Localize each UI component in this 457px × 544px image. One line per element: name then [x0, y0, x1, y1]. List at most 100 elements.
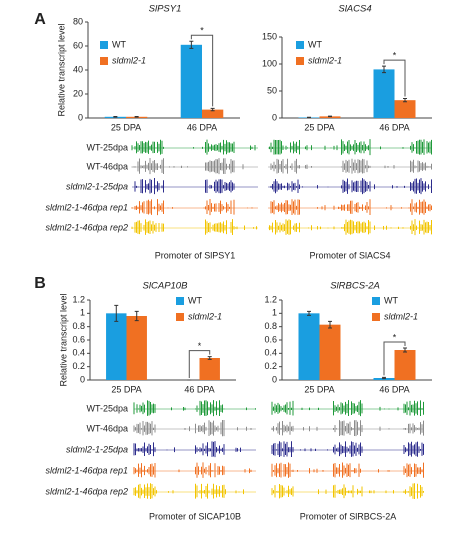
track-signal [271, 441, 424, 458]
significance-bracket [383, 59, 406, 97]
legend-swatch [372, 297, 380, 305]
track-label: WT-46dpa [86, 161, 128, 171]
chart-title: SlPSY1 [149, 4, 182, 15]
legend-label: WT [188, 295, 202, 305]
legend-label: sldml2-1 [188, 311, 222, 321]
y-tick-label: 0 [272, 374, 277, 384]
track-signal [271, 483, 424, 499]
y-tick-label: 0.2 [264, 361, 277, 371]
error-bar [207, 356, 212, 360]
y-tick-label: 0 [78, 112, 83, 122]
x-tick-label: 25 DPA [111, 384, 141, 394]
x-tick-label: 25 DPA [304, 122, 334, 132]
legend-label: sldml2-1 [384, 311, 418, 321]
error-bar [403, 347, 407, 353]
track-signal [269, 219, 432, 236]
track-signal [270, 178, 432, 195]
y-tick-label: 0.4 [264, 348, 277, 358]
legend-swatch [100, 57, 108, 65]
track-signal [131, 199, 253, 216]
significance-bracket [190, 34, 214, 107]
error-bar [134, 115, 139, 118]
x-tick-label: 46 DPA [184, 384, 214, 394]
x-tick-label: 25 DPA [111, 122, 141, 132]
significance-label: * [198, 341, 202, 351]
error-bar [307, 116, 311, 119]
track-label: WT-25dpa [86, 142, 128, 152]
legend-label: sldml2-1 [112, 55, 146, 65]
bar [199, 358, 220, 380]
bar [373, 69, 395, 118]
track-signal [134, 178, 235, 195]
track-label: sldml2-1-25dpa [66, 181, 128, 191]
significance-bracket [188, 350, 211, 378]
bar [126, 316, 147, 380]
y-tick-label: 0.8 [72, 321, 85, 331]
track-signal [133, 441, 241, 458]
error-bar [382, 65, 386, 74]
error-bar [114, 304, 119, 322]
chart-title: SlRBCS-2A [330, 281, 380, 292]
legend-swatch [176, 313, 184, 321]
error-bar [210, 107, 215, 112]
y-tick-label: 0.6 [264, 334, 277, 344]
y-tick-label: 1 [80, 308, 85, 318]
legend-swatch [372, 313, 380, 321]
bar [202, 109, 224, 118]
y-tick-label: 0.6 [72, 334, 85, 344]
y-tick-label: 50 [267, 85, 277, 95]
track-signal [271, 462, 424, 478]
track-signal [133, 400, 256, 417]
legend-swatch [296, 57, 304, 65]
legend-label: WT [112, 39, 126, 49]
chart-title: SlACS4 [338, 4, 371, 15]
error-bar [328, 115, 332, 118]
track-label: sldml2-1-46dpa rep2 [45, 222, 128, 232]
track-label: sldml2-1-46dpa rep1 [45, 465, 128, 475]
panel-label: B [34, 275, 46, 292]
track-label: sldml2-1-46dpa rep1 [45, 202, 128, 212]
legend-label: sldml2-1 [308, 55, 342, 65]
x-tick-label: 25 DPA [304, 384, 334, 394]
significance-label: * [393, 332, 397, 342]
bar [298, 313, 320, 380]
significance-label: * [393, 51, 397, 61]
y-tick-label: 1.2 [72, 294, 85, 304]
significance-label: * [200, 26, 204, 36]
track-caption: Promoter of SlCAP10B [149, 511, 241, 521]
y-axis-label: Relative transcript level [58, 293, 68, 386]
track-label: WT-46dpa [86, 423, 128, 433]
error-bar [307, 310, 311, 316]
track-caption: Promoter of SlRBCS-2A [300, 511, 397, 521]
x-tick-label: 46 DPA [379, 122, 409, 132]
y-tick-label: 0.8 [264, 321, 277, 331]
y-tick-label: 1.2 [264, 294, 277, 304]
panel-label: A [34, 11, 46, 28]
track-label: sldml2-1-25dpa [66, 444, 128, 454]
track-signal [270, 158, 432, 174]
bar [319, 324, 341, 380]
chart-title: SlCAP10B [143, 281, 189, 292]
track-signal [133, 420, 252, 437]
x-tick-label: 46 DPA [379, 384, 409, 394]
track-signal [131, 158, 244, 175]
significance-bracket [383, 341, 406, 376]
track-signal [269, 139, 432, 156]
y-tick-label: 0.2 [72, 361, 85, 371]
error-bar [403, 98, 407, 103]
y-tick-label: 20 [73, 88, 83, 98]
y-tick-label: 1 [272, 308, 277, 318]
y-tick-label: 40 [73, 64, 83, 74]
bar [319, 116, 341, 118]
track-caption: Promoter of SlPSY1 [155, 250, 236, 260]
legend-label: WT [308, 39, 322, 49]
track-signal [271, 420, 424, 437]
y-tick-label: 0.4 [72, 348, 85, 358]
error-bar [328, 320, 332, 329]
y-tick-label: 80 [73, 16, 83, 26]
bar [394, 100, 416, 118]
track-signal [133, 462, 252, 478]
track-label: WT-25dpa [86, 403, 128, 413]
track-caption: Promoter of SlACS4 [309, 250, 390, 260]
